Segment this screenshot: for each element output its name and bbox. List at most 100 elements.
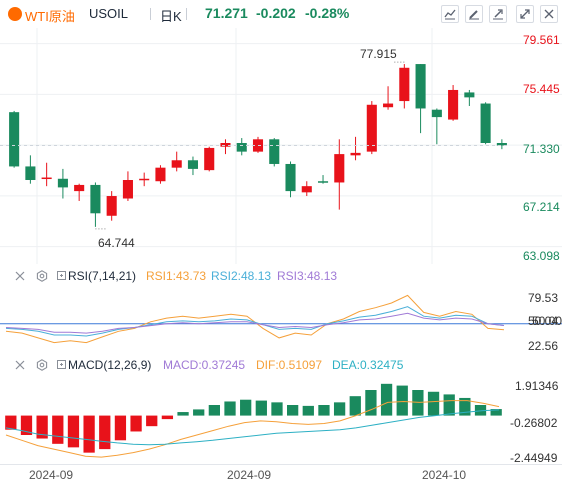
rsi-title: RSI(7,14,21) <box>68 269 137 283</box>
macd-histogram-bar <box>365 390 377 416</box>
macd-y-tick: -2.44949 <box>510 451 558 465</box>
candle-body <box>122 180 133 199</box>
candle-body <box>204 147 215 171</box>
macd-histogram-bar <box>99 415 111 450</box>
candle-body <box>399 67 410 102</box>
candle-body <box>496 143 507 146</box>
expand-icon[interactable] <box>57 360 66 369</box>
chart-type-button[interactable] <box>441 5 459 23</box>
candle-body <box>90 184 101 214</box>
macd-histogram-bar <box>443 394 455 416</box>
candle-body <box>171 160 182 168</box>
macd-y-tick: -0.26802 <box>510 416 558 430</box>
macd-histogram-bar <box>130 415 142 432</box>
y-tick-label: 75.445 <box>523 82 560 96</box>
collapse-icon[interactable] <box>14 270 26 282</box>
candle-body <box>366 104 377 152</box>
macd-histogram-bar <box>459 397 471 416</box>
candle-body <box>41 177 52 180</box>
macd-histogram-bar <box>161 415 174 420</box>
low-price-annotation: 64.744 <box>98 236 135 250</box>
candle-body <box>383 103 394 108</box>
period-selector[interactable]: 日K <box>160 9 182 24</box>
macd-histogram-bar <box>5 415 17 430</box>
price-change-percent: -0.28% <box>305 5 350 21</box>
macd-histogram-bar <box>177 412 189 416</box>
candle-body <box>25 166 36 180</box>
macd-histogram-bar <box>114 415 127 441</box>
expand-icon[interactable] <box>57 271 66 280</box>
macd-histogram-bar <box>474 405 487 416</box>
candle-body <box>139 178 150 181</box>
chart-header: WTI原油 USOIL 日K 71.271 -0.202 -0.28% <box>0 0 562 28</box>
candle-body <box>317 181 329 183</box>
rsi-y-tick: 50.04 <box>528 314 559 328</box>
close-icon <box>544 9 554 19</box>
fullscreen-icon <box>520 9 530 19</box>
macd-histogram-bar <box>83 415 95 453</box>
candle-body <box>350 152 361 156</box>
price-change: -0.202 <box>256 5 296 21</box>
header-separator <box>150 8 151 20</box>
macd-histogram-bar <box>287 405 299 416</box>
candle-body <box>57 178 68 188</box>
rsi-y-tick: 50.00 <box>532 314 562 328</box>
candle-body <box>464 92 475 98</box>
symbol-code[interactable]: USOIL <box>89 6 129 21</box>
dea-line <box>5 409 500 446</box>
y-tick-label: 63.098 <box>523 249 560 263</box>
symbol-name[interactable]: WTI原油 <box>25 9 75 24</box>
settings-button[interactable] <box>489 5 507 23</box>
y-tick-label: 79.561 <box>523 33 560 47</box>
close-button[interactable] <box>540 5 558 23</box>
candle-body <box>106 196 117 216</box>
macd-legend: MACD:0.37245 <box>163 358 246 372</box>
macd-chart[interactable] <box>0 375 562 465</box>
header-separator <box>186 8 187 20</box>
x-tick-label: 2024-09 <box>29 468 74 482</box>
macd-histogram-bar <box>193 409 205 416</box>
chart-type-icon <box>444 9 456 20</box>
high-price-annotation: 77.915 <box>360 47 397 61</box>
collapse-icon[interactable] <box>14 359 26 371</box>
macd-histogram-bar <box>20 415 33 435</box>
macd-histogram-bar <box>146 415 158 427</box>
macd-histogram-bar <box>67 415 80 448</box>
candle-body <box>285 163 296 192</box>
macd-header: MACD(12,26,9) MACD:0.37245 DIF:0.51097 D… <box>0 356 562 374</box>
macd-title: MACD(12,26,9) <box>68 358 152 372</box>
rsi2-legend: RSI2:48.13 <box>211 269 272 283</box>
candle-body <box>334 154 345 183</box>
y-tick-label: 71.330 <box>523 142 560 156</box>
x-tick-label: 2024-10 <box>422 468 467 482</box>
gear-icon[interactable] <box>36 359 48 371</box>
macd-histogram-bar <box>255 400 267 416</box>
rsi1-legend: RSI1:43.73 <box>146 269 207 283</box>
candle-body <box>220 143 231 147</box>
y-tick-label: 67.214 <box>523 200 560 214</box>
candle-body <box>269 139 280 164</box>
candlestick-chart[interactable] <box>0 28 562 264</box>
rsi-y-tick: 79.53 <box>528 291 559 305</box>
macd-histogram-bar <box>427 391 440 416</box>
x-axis-line <box>0 464 562 465</box>
macd-histogram-bar <box>380 383 393 416</box>
macd-histogram-bar <box>52 415 64 444</box>
fullscreen-button[interactable] <box>516 5 534 23</box>
macd-histogram-bar <box>490 409 502 416</box>
macd-histogram-bar <box>208 405 220 416</box>
gear-icon[interactable] <box>36 270 48 282</box>
x-tick-label: 2024-09 <box>227 468 272 482</box>
dif-line <box>5 400 500 458</box>
brand-logo-icon <box>8 7 22 21</box>
rsi-chart[interactable] <box>0 286 562 352</box>
candle-body <box>431 109 442 118</box>
candle-body <box>9 112 20 167</box>
macd-histogram-bar <box>318 405 330 416</box>
rsi-line-3 <box>5 312 505 334</box>
candle-body <box>448 89 459 120</box>
rsi-header: RSI(7,14,21) RSI1:43.73 RSI2:48.13 RSI3:… <box>0 267 562 285</box>
draw-tool-button[interactable] <box>465 5 483 23</box>
rsi-line-2 <box>5 306 505 337</box>
